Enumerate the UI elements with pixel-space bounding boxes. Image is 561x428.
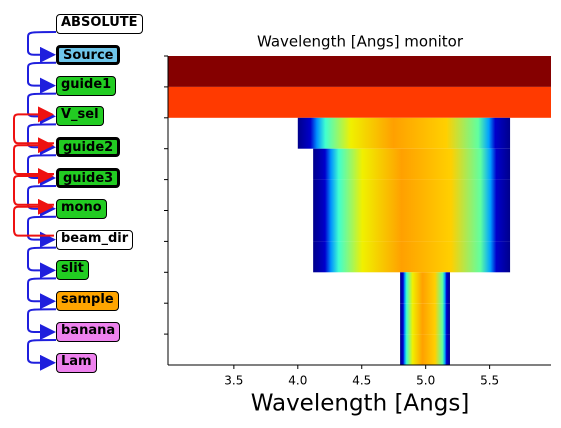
x-tick-label: 3.5 bbox=[224, 374, 243, 388]
x-tick-label: 4.0 bbox=[288, 374, 307, 388]
loop-arrow bbox=[13, 106, 54, 145]
component-node[interactable]: Lam bbox=[56, 352, 97, 373]
chart-title: Wavelength [Angs] monitor bbox=[257, 33, 464, 51]
component-node[interactable]: mono bbox=[56, 198, 107, 219]
heat-row bbox=[313, 241, 511, 273]
heat-row bbox=[313, 148, 511, 180]
link-arrow bbox=[27, 92, 57, 125]
link-arrow bbox=[27, 61, 57, 94]
link-arrow bbox=[27, 246, 57, 279]
heat-row bbox=[313, 179, 511, 211]
heat-row bbox=[168, 56, 551, 87]
heat-row bbox=[400, 272, 450, 304]
heat-row bbox=[400, 334, 450, 365]
loop-arrow bbox=[13, 168, 54, 206]
component-node[interactable]: V_sel bbox=[56, 106, 104, 127]
component-node[interactable]: guide3 bbox=[56, 168, 121, 188]
heat-row bbox=[168, 86, 551, 118]
loop-arrow bbox=[13, 198, 54, 237]
loop-arrow bbox=[13, 137, 54, 175]
component-node[interactable]: slit bbox=[56, 260, 89, 281]
component-node[interactable]: ABSOLUTE bbox=[56, 14, 143, 34]
component-node[interactable]: beam_dir bbox=[56, 229, 134, 250]
component-node[interactable]: sample bbox=[56, 291, 119, 312]
x-tick-label: 4.5 bbox=[352, 374, 371, 388]
link-arrow bbox=[27, 31, 57, 63]
link-arrow bbox=[27, 277, 57, 310]
component-node[interactable]: guide1 bbox=[56, 75, 117, 96]
component-node[interactable]: Source bbox=[56, 44, 121, 65]
component-node[interactable]: guide2 bbox=[56, 137, 121, 158]
heat-row bbox=[297, 117, 511, 149]
heat-row bbox=[313, 210, 511, 242]
x-tick-label: 5.0 bbox=[416, 374, 435, 388]
x-tick-label: 5.5 bbox=[480, 374, 499, 388]
link-arrow bbox=[27, 339, 57, 371]
x-axis-label: Wavelength [Angs] bbox=[251, 391, 470, 417]
component-node[interactable]: banana bbox=[56, 322, 121, 342]
heat-row bbox=[400, 303, 450, 335]
link-arrow bbox=[27, 308, 57, 340]
